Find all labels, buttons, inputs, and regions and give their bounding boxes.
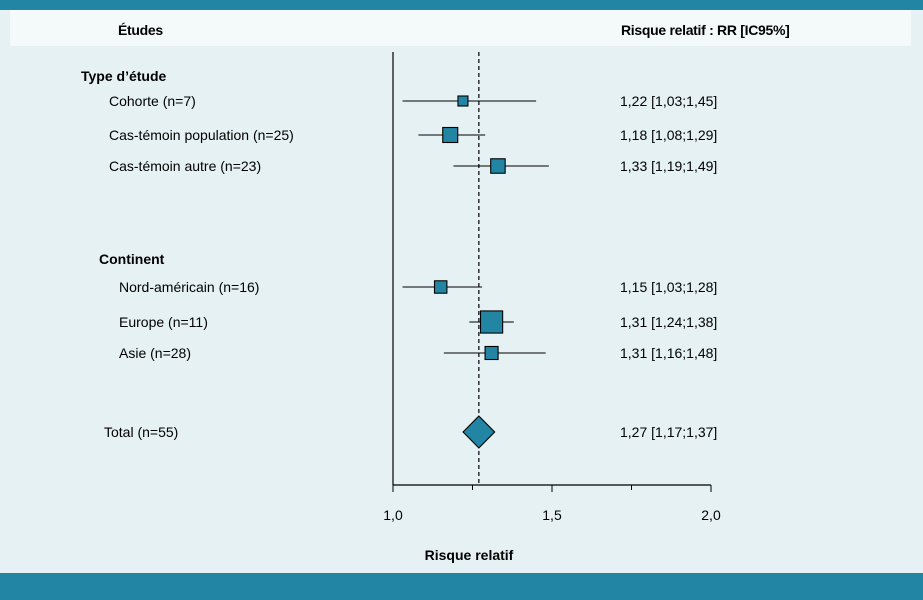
bottom-frame-bar xyxy=(0,573,923,600)
study-label: Europe (n=11) xyxy=(119,314,208,330)
study-label: Cas-témoin population (n=25) xyxy=(109,127,294,143)
x-tick-label: 2,0 xyxy=(701,507,721,523)
study-label: Cohorte (n=7) xyxy=(109,93,196,109)
study-label: Asie (n=28) xyxy=(119,345,191,361)
total-diamond-marker xyxy=(462,415,496,449)
rr-value-text: 1,33 [1,19;1,49] xyxy=(620,158,717,174)
rr-value-text: 1,31 [1,24;1,38] xyxy=(620,314,717,330)
rr-marker xyxy=(490,158,506,174)
plot-panel xyxy=(10,52,911,573)
group-title: Type d’étude xyxy=(81,68,167,84)
rr-marker xyxy=(457,95,469,107)
header-panel xyxy=(10,10,911,46)
rr-marker xyxy=(479,310,504,334)
total-label: Total (n=55) xyxy=(104,424,178,440)
x-tick-label: 1,0 xyxy=(383,507,403,523)
rr-column-header: Risque relatif : RR [IC95%] xyxy=(621,22,790,38)
rr-value-text: 1,22 [1,03;1,45] xyxy=(620,93,717,109)
rr-marker xyxy=(433,280,448,294)
x-tick-label: 1,5 xyxy=(542,507,562,523)
rr-value-text: 1,15 [1,03;1,28] xyxy=(620,279,717,295)
top-frame-bar xyxy=(0,0,923,10)
x-axis-label: Risque relatif xyxy=(425,547,514,563)
rr-value-text: 1,31 [1,16;1,48] xyxy=(620,345,717,361)
study-label: Nord-américain (n=16) xyxy=(119,279,259,295)
rr-marker xyxy=(484,345,499,361)
studies-column-header: Études xyxy=(118,22,163,38)
group-title: Continent xyxy=(99,251,165,267)
total-rr-value-text: 1,27 [1,17;1,37] xyxy=(620,424,717,440)
rr-value-text: 1,18 [1,08;1,29] xyxy=(620,127,717,143)
rr-marker xyxy=(442,126,459,144)
study-label: Cas-témoin autre (n=23) xyxy=(109,158,261,174)
